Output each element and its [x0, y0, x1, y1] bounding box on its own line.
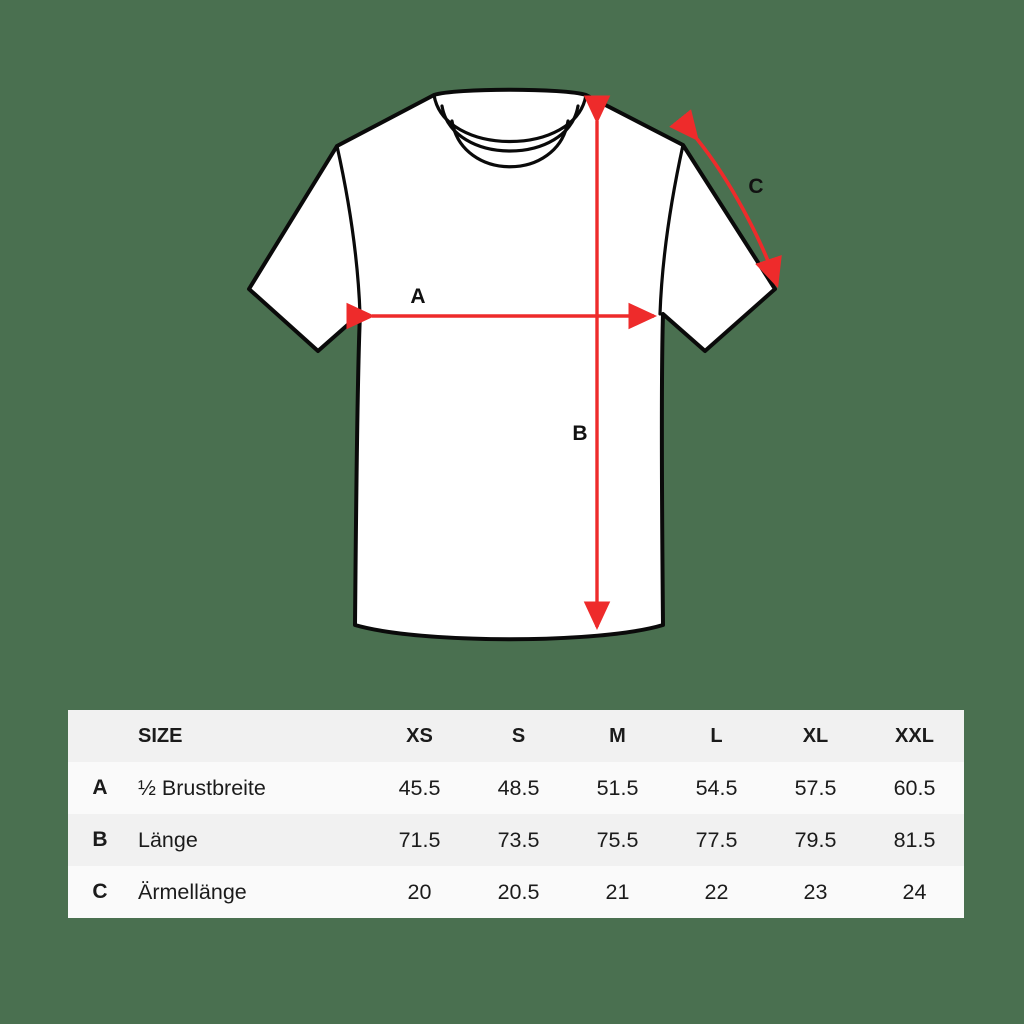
collar-inner-line: [450, 119, 570, 169]
header-size-col: SIZE: [132, 710, 370, 762]
row-key-b: B: [68, 814, 132, 866]
cell-c-xl: 23: [766, 866, 865, 918]
size-chart-container: SIZE XS S M L XL XXL A ½ Brustbreite 45.…: [68, 710, 964, 918]
row-desc-c: Ärmellänge: [132, 866, 370, 918]
cell-b-s: 73.5: [469, 814, 568, 866]
cell-b-xs: 71.5: [370, 814, 469, 866]
header-s: S: [469, 710, 568, 762]
left-sleeve-seam: [335, 144, 362, 316]
measurement-c-arc: [669, 109, 782, 289]
cell-c-l: 22: [667, 866, 766, 918]
cell-a-s: 48.5: [469, 762, 568, 814]
header-l: L: [667, 710, 766, 762]
cell-c-s: 20.5: [469, 866, 568, 918]
measurement-c-label: C: [748, 175, 763, 198]
size-chart-table: SIZE XS S M L XL XXL A ½ Brustbreite 45.…: [68, 710, 964, 918]
cell-b-xxl: 81.5: [865, 814, 964, 866]
row-desc-a: ½ Brustbreite: [132, 762, 370, 814]
shirt-outline: [247, 87, 777, 642]
cell-b-m: 75.5: [568, 814, 667, 866]
table-header-row: SIZE XS S M L XL XXL: [68, 710, 964, 762]
header-xl: XL: [766, 710, 865, 762]
header-m: M: [568, 710, 667, 762]
cell-a-l: 54.5: [667, 762, 766, 814]
cell-a-xs: 45.5: [370, 762, 469, 814]
table-row: B Länge 71.5 73.5 75.5 77.5 79.5 81.5: [68, 814, 964, 866]
cell-c-xxl: 24: [865, 866, 964, 918]
cell-b-xl: 79.5: [766, 814, 865, 866]
header-xxl: XXL: [865, 710, 964, 762]
measurement-a-label: A: [410, 285, 425, 308]
header-xs: XS: [370, 710, 469, 762]
cell-a-xl: 57.5: [766, 762, 865, 814]
table-row: A ½ Brustbreite 45.5 48.5 51.5 54.5 57.5…: [68, 762, 964, 814]
t-shirt-measurement-diagram: A B C: [247, 87, 782, 642]
cell-a-xxl: 60.5: [865, 762, 964, 814]
cell-a-m: 51.5: [568, 762, 667, 814]
row-key-a: A: [68, 762, 132, 814]
header-key-col: [68, 710, 132, 762]
cell-c-m: 21: [568, 866, 667, 918]
collar-band-line: [440, 104, 580, 153]
cell-c-xs: 20: [370, 866, 469, 918]
table-row: C Ärmellänge 20 20.5 21 22 23 24: [68, 866, 964, 918]
row-desc-b: Länge: [132, 814, 370, 866]
row-key-c: C: [68, 866, 132, 918]
cell-b-l: 77.5: [667, 814, 766, 866]
measurement-b-label: B: [572, 422, 587, 445]
